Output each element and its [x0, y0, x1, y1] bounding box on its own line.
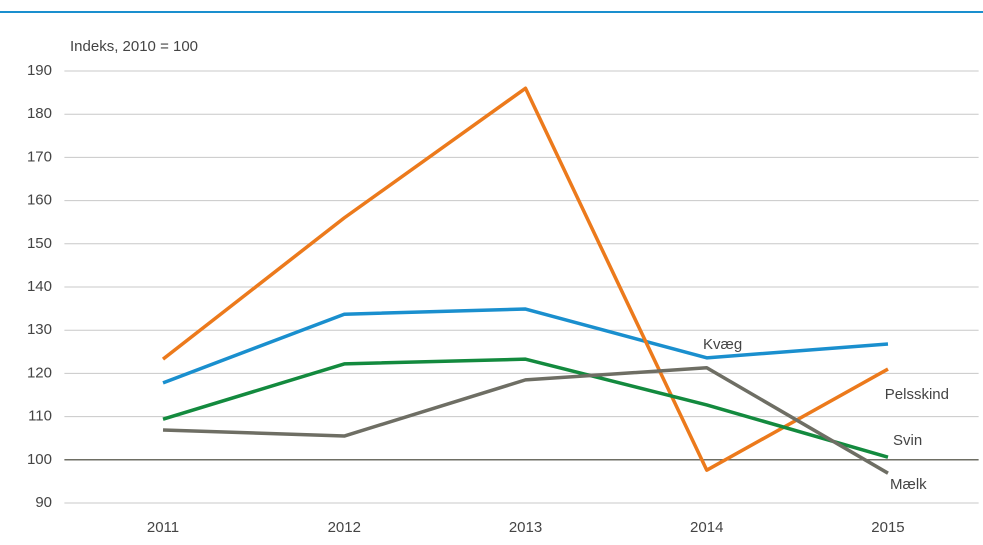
y-tick-label: 130 [27, 321, 52, 338]
y-tick-label: 180 [27, 105, 52, 122]
y-tick-label: 90 [35, 494, 52, 511]
series-label: Mælk [890, 476, 927, 493]
x-tick-label: 2012 [328, 519, 361, 536]
series-label: Kvæg [703, 336, 742, 353]
y-tick-label: 190 [27, 62, 52, 79]
x-tick-label: 2014 [690, 519, 723, 536]
series-label: Svin [893, 432, 922, 449]
header-rule [0, 11, 983, 13]
y-tick-label: 140 [27, 278, 52, 295]
y-tick-label: 110 [28, 408, 52, 425]
series-line [162, 357, 889, 459]
series-label: Pelsskind [885, 386, 949, 403]
x-tick-label: 2011 [147, 519, 179, 536]
y-tick-label: 120 [27, 364, 52, 381]
y-axis-label: Indeks, 2010 = 100 [70, 38, 198, 55]
y-tick-label: 170 [27, 148, 52, 165]
x-tick-label: 2013 [509, 519, 542, 536]
y-tick-label: 160 [27, 192, 52, 209]
y-tick-label: 150 [27, 235, 52, 252]
series-line [161, 86, 889, 472]
series-line [162, 307, 889, 385]
x-tick-label: 2015 [871, 519, 904, 536]
series-line [162, 366, 889, 475]
y-tick-label: 100 [27, 451, 52, 468]
